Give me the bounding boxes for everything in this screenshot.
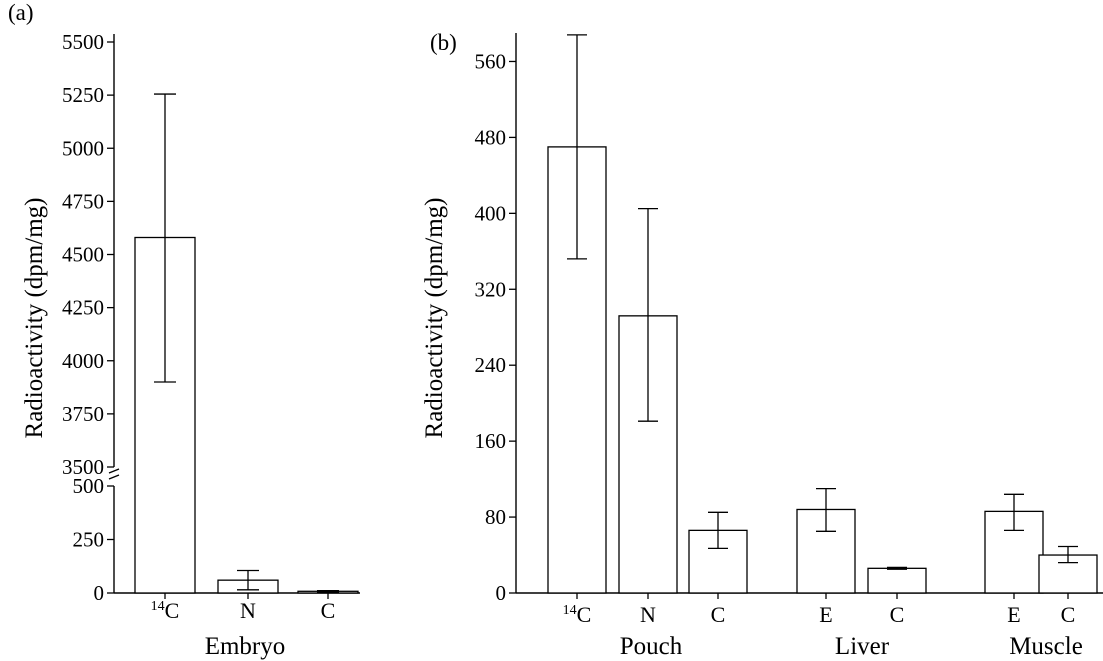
y-tick-label: 3750 xyxy=(62,402,104,426)
x-tick-label: 14C xyxy=(151,598,180,623)
x-tick-label: C xyxy=(1061,602,1076,627)
x-group-label: Pouch xyxy=(620,633,683,660)
x-group-label: Liver xyxy=(835,633,890,660)
bar xyxy=(867,567,927,594)
y-tick-label: 4500 xyxy=(62,243,104,267)
x-group-label: Embryo xyxy=(205,633,286,660)
x-tick-label: C xyxy=(321,598,336,623)
axis-break-mark xyxy=(108,468,120,480)
panel-b-label: (b) xyxy=(430,30,457,55)
x-tick-label: C xyxy=(890,602,905,627)
y-tick-label: 240 xyxy=(475,353,507,377)
y-tick-label: 400 xyxy=(475,201,507,225)
y-tick-label: 0 xyxy=(496,581,507,605)
x-tick-label: C xyxy=(711,602,726,627)
y-tick-label: 80 xyxy=(485,505,506,529)
x-tick-label: 14C xyxy=(563,602,592,627)
x-tick-label: E xyxy=(1007,602,1020,627)
y-tick-label: 320 xyxy=(475,277,507,301)
y-tick-label: 5250 xyxy=(62,83,104,107)
y-tick-label: 480 xyxy=(475,125,507,149)
y-tick-label: 4750 xyxy=(62,189,104,213)
y-tick-label: 0 xyxy=(94,581,105,605)
y-axis-title: Radioactivity (dpm/mg) xyxy=(21,198,48,439)
y-tick-label: 4250 xyxy=(62,296,104,320)
x-tick-label: N xyxy=(640,602,656,627)
panel-a-chart: (a) 3500 3750 4000 4250 4500 4750 5000 5250 5500 0… xyxy=(8,0,360,660)
x-group-label: Muscle xyxy=(1009,633,1083,660)
y-tick-label: 4000 xyxy=(62,349,104,373)
y-tick-label: 5000 xyxy=(62,136,104,160)
panel-a-label: (a) xyxy=(8,0,34,25)
y-tick-label: 3500 xyxy=(62,455,104,479)
x-tick-label: E xyxy=(819,602,832,627)
y-tick-label: 500 xyxy=(73,474,105,498)
y-tick-label: 250 xyxy=(73,528,105,552)
y-tick-label: 5500 xyxy=(62,30,104,54)
x-tick-label: N xyxy=(240,598,256,623)
y-tick-label: 160 xyxy=(475,429,507,453)
y-axis-title: Radioactivity (dpm/mg) xyxy=(421,198,448,439)
y-tick-label: 560 xyxy=(475,49,507,73)
